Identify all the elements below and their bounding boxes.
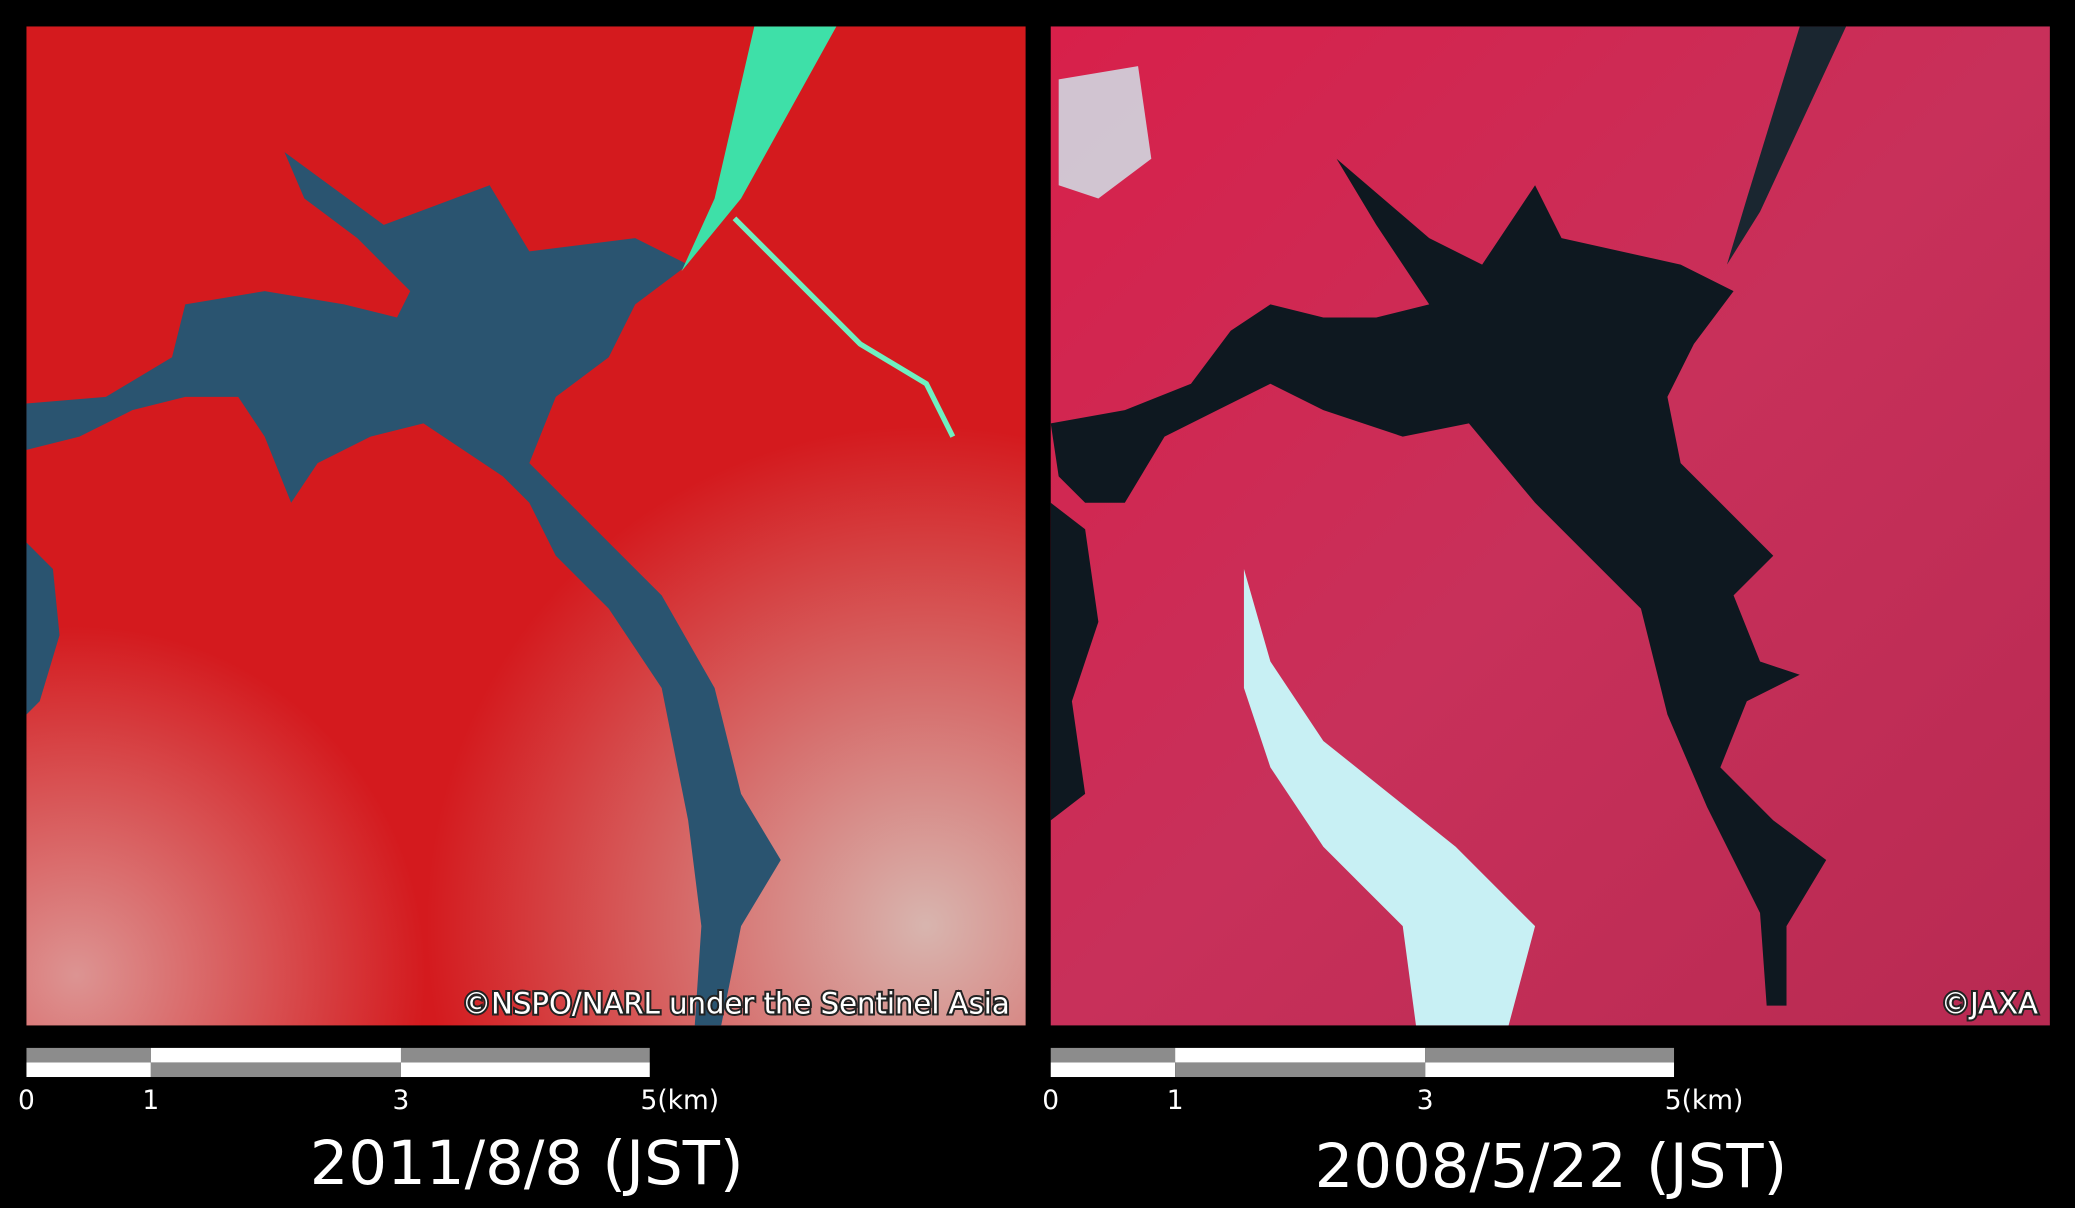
- riverbed: [1058, 66, 1152, 199]
- scale-segment: [26, 1062, 151, 1078]
- scale-label: 1: [142, 1085, 159, 1116]
- date: 2011/8/8 (JST): [310, 1129, 744, 1199]
- river: [732, 216, 956, 438]
- lake: [1050, 158, 1827, 1006]
- lake: [26, 542, 60, 715]
- scale-label: 3: [1417, 1085, 1434, 1116]
- scale-segment: [1425, 1062, 1675, 1078]
- scale-label: 0: [18, 1085, 35, 1116]
- scale-segment: [1425, 1047, 1675, 1063]
- lake: [26, 152, 781, 1026]
- terrain: [1050, 26, 2050, 1026]
- scale-segment: [400, 1062, 650, 1078]
- river: [1726, 26, 1847, 265]
- scale-segment: [400, 1047, 650, 1063]
- scale-bar: [1050, 1047, 1675, 1078]
- scale-segment: [150, 1047, 401, 1063]
- scale-segment: [1175, 1047, 1426, 1063]
- satellite-image-left: [26, 26, 1026, 1026]
- scale-label: 3: [393, 1085, 410, 1116]
- scale-label: 5(km): [640, 1085, 719, 1116]
- credit: ©NSPO/NARL under the Sentinel Asia: [462, 987, 1010, 1021]
- river: [681, 26, 837, 272]
- scale-segment: [1050, 1047, 1176, 1063]
- riverbed: [1243, 568, 1536, 1026]
- date: 2008/5/22 (JST): [1315, 1132, 1788, 1202]
- scale-label: 5(km): [1665, 1085, 1744, 1116]
- scale-segment: [1175, 1062, 1426, 1078]
- scale-segment: [26, 1047, 151, 1063]
- scale-label: 1: [1167, 1085, 1184, 1116]
- scale-segment: [1050, 1062, 1176, 1078]
- credit: ©JAXA: [1941, 987, 2038, 1021]
- scale-bar: [26, 1047, 650, 1078]
- satellite-image-right: [1050, 26, 2050, 1026]
- scale-segment: [150, 1062, 401, 1078]
- cloud: [26, 26, 1026, 1026]
- scale-label: 0: [1042, 1085, 1059, 1116]
- lake: [1050, 502, 1099, 821]
